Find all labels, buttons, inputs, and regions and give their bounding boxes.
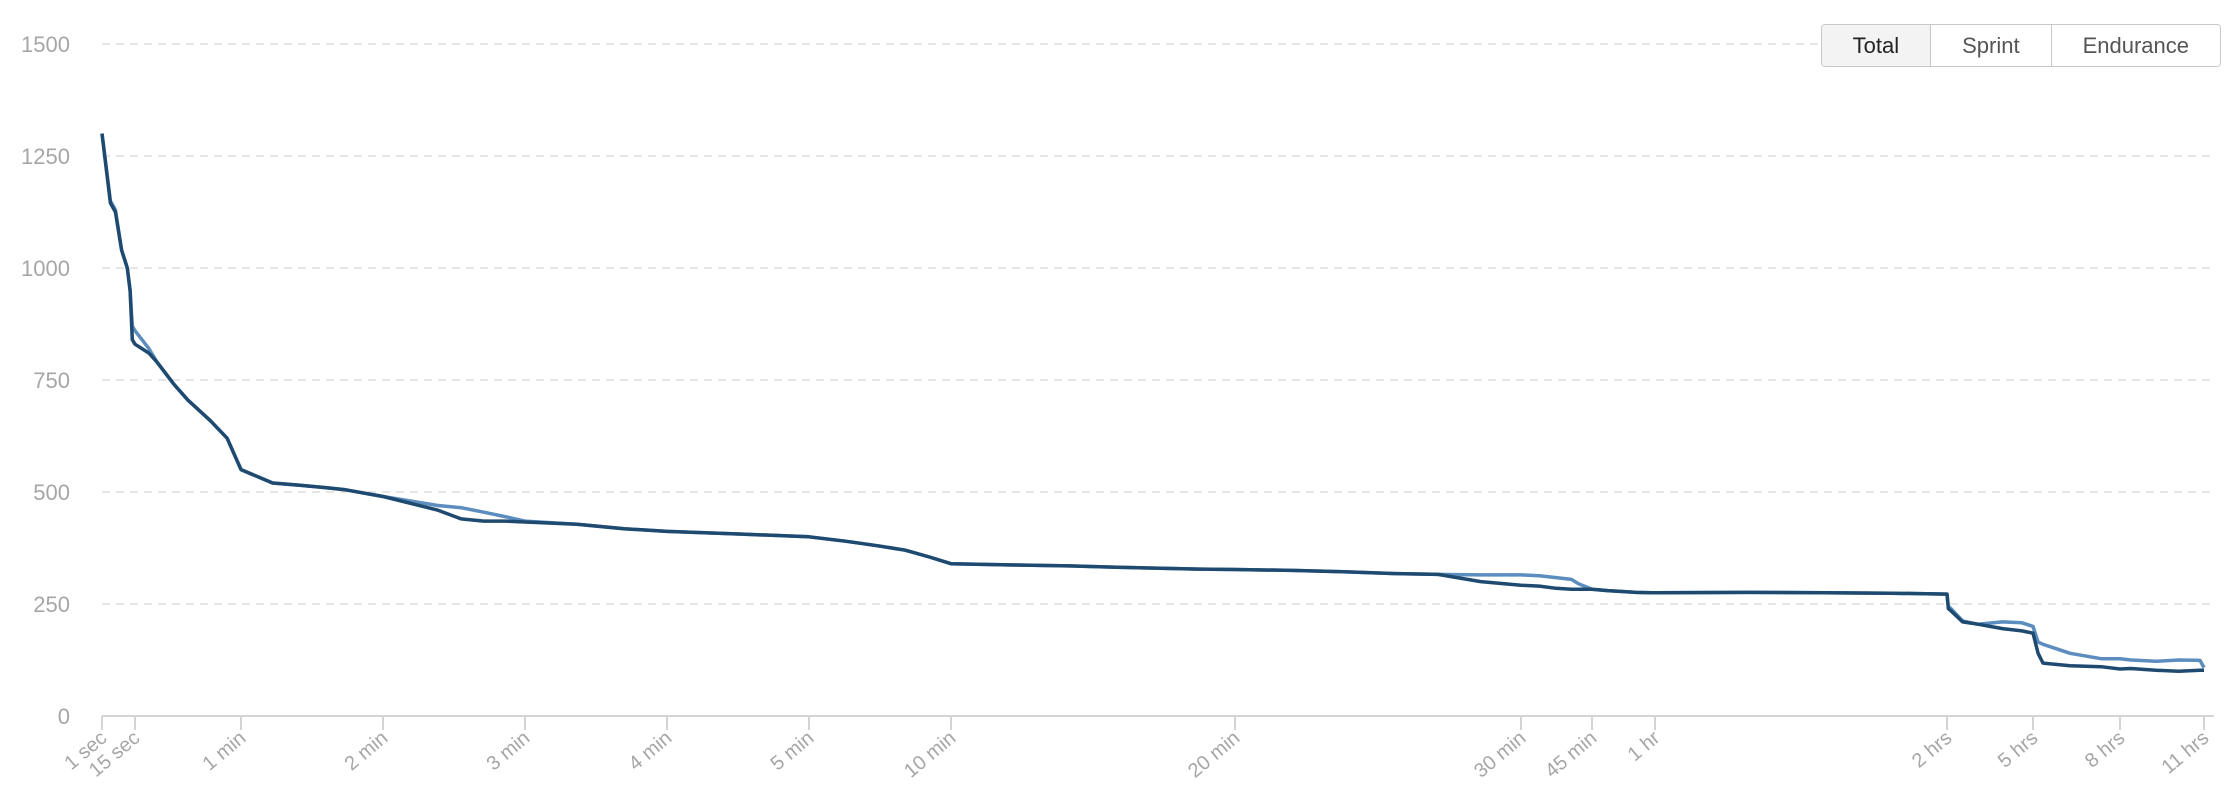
x-tick-label: 8 hrs [2081,727,2129,772]
x-tick-label: 1 hr [1624,727,1665,766]
x-tick-label: 1 min [199,727,251,775]
y-tick-label: 750 [33,368,70,393]
series-line-light [100,133,2206,669]
x-tick-label: 10 min [900,727,960,782]
x-tick-label: 5 hrs [1994,727,2042,772]
grid-layer [102,43,2214,605]
toggle-endurance-button[interactable]: Endurance [2050,25,2220,66]
series-layer [100,133,2206,673]
toggle-total-button[interactable]: Total [1821,25,1931,66]
x-tick-label: 11 hrs [2158,727,2214,779]
y-tick-label: 500 [33,480,70,505]
x-tick-label: 4 min [625,727,677,775]
series-line-dark [100,133,2204,673]
x-tick-label: 2 hrs [1908,727,1956,772]
y-tick-label: 250 [33,592,70,617]
x-tick-label: 5 min [767,727,819,775]
y-tick-label: 0 [58,704,70,729]
x-tick-label: 3 min [483,727,535,775]
x-tick-label: 20 min [1184,727,1244,782]
x-tick-label: 30 min [1470,727,1530,782]
axis-layer [101,715,2214,730]
range-toggle: Total Sprint Endurance [1820,24,2221,67]
y-tick-label: 1500 [21,32,70,57]
toggle-sprint-button[interactable]: Sprint [1930,25,2051,66]
x-tick-label: 2 min [341,727,393,775]
x-tick-label: 45 min [1541,727,1601,782]
y-tick-label: 1250 [21,144,70,169]
y-tick-label: 1000 [21,256,70,281]
